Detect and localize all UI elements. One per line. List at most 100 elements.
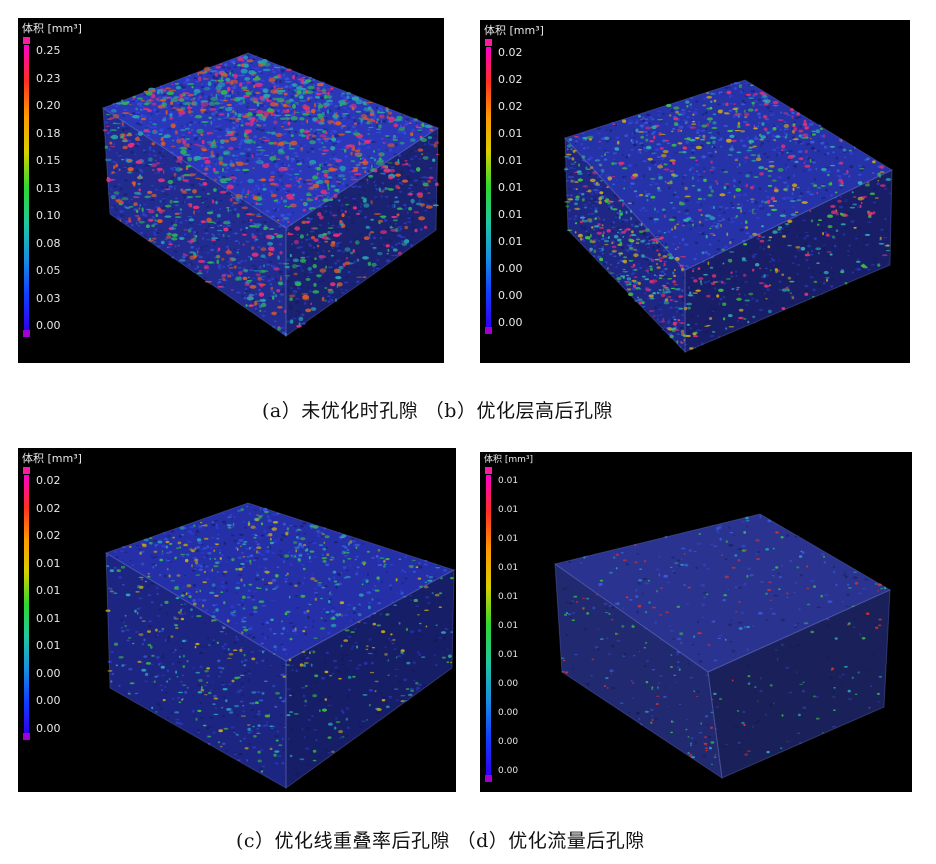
box-edge — [285, 127, 439, 337]
box-edge — [101, 52, 440, 229]
box-left-face — [555, 564, 722, 778]
legend-body: 0.25 0.23 0.20 0.18 0.15 0.13 0.10 0.08 0.05 0.03… — [22, 35, 82, 337]
pore-clusters-left — [105, 554, 286, 773]
legend-c: 体积 [mm³] 0.02 0.02 0.02 0.01 0.01 0.01 0.01 0.0… — [22, 452, 82, 740]
box-right-face — [708, 590, 890, 778]
legend-body: 0.02 0.02 0.02 0.01 0.01 0.01 0.01 0.01 0.00 0.00… — [484, 37, 544, 334]
colorbar-top-cap — [485, 467, 492, 474]
pore-clusters-left — [102, 113, 290, 337]
box-edge — [285, 569, 455, 789]
box-top-texture — [114, 504, 448, 656]
legend-tick-label: 0.20 — [36, 99, 61, 112]
legend-tick-label: 0.02 — [498, 100, 523, 113]
legend-tick-label: 0.00 — [498, 766, 519, 776]
colorbar-bottom-cap — [485, 327, 492, 334]
legend-tick-label: 0.18 — [36, 126, 61, 140]
pore-volume-render-b — [564, 79, 894, 354]
legend-tick-label: 0.01 — [36, 556, 61, 570]
legend-tick-label: 0.00 — [498, 708, 519, 718]
panel-b: 体积 [mm³] 0.02 0.02 0.02 0.01 0.01 0.01 0.01 0.0… — [480, 20, 910, 363]
legend-tick-label: 0.00 — [498, 737, 519, 747]
legend-tick-label: 0.01 — [498, 181, 523, 194]
legend-tick-label: 0.01 — [498, 208, 523, 221]
box-edge — [564, 136, 686, 354]
box-top-texture — [561, 515, 869, 663]
pore-clusters-top — [129, 508, 441, 648]
colorbar-top-cap — [23, 467, 30, 474]
pore-volume-render-d — [553, 513, 892, 780]
box-edge — [105, 552, 287, 789]
legend-tick-label: 0.02 — [36, 529, 61, 542]
pore-clusters-top — [110, 55, 434, 223]
colorbar — [24, 475, 29, 733]
legend-body: 0.02 0.02 0.02 0.01 0.01 0.01 0.01 0.00 0.00 0.00 — [22, 465, 82, 740]
legend-tick-label: 0.01 — [498, 621, 519, 631]
caption-top: (a）未优化时孔隙 （b）优化层高后孔隙 — [262, 400, 613, 422]
colorbar-bottom-cap — [23, 732, 30, 740]
box-edge — [553, 513, 892, 673]
pore-clusters-left — [560, 593, 717, 765]
legend-tick-label: 0.01 — [498, 592, 519, 602]
box-edge — [684, 169, 893, 353]
legend-tick-label: 0.15 — [36, 154, 61, 167]
legend-tick-label: 0.02 — [36, 474, 61, 487]
legend-tick-label: 0.00 — [498, 262, 523, 275]
pore-volume-render-a — [101, 52, 440, 337]
colorbar — [24, 45, 29, 330]
legend-tick-label: 0.01 — [498, 127, 523, 140]
pore-volume-render-c — [104, 502, 456, 789]
legend-tick-label: 0.00 — [36, 319, 61, 332]
legend-tick-label: 0.00 — [498, 316, 523, 329]
colorbar-top-cap — [23, 37, 30, 44]
box-right-face — [286, 128, 438, 336]
legend-tick-label: 0.01 — [498, 505, 519, 515]
legend-title: 体积 [mm³] — [484, 455, 534, 465]
box-top-face — [106, 503, 454, 661]
box-right-face — [685, 170, 892, 352]
legend-tick-label: 0.05 — [36, 264, 61, 277]
box-edge — [707, 589, 891, 779]
box-right-face — [286, 570, 454, 788]
legend-tick-label: 0.01 — [36, 611, 61, 625]
box-right-texture — [286, 585, 453, 777]
legend-tick-label: 0.23 — [36, 71, 61, 85]
legend-title: 体积 [mm³] — [22, 452, 82, 465]
caption-bottom: (c）优化线重叠率后孔隙 （d）优化流量后孔隙 — [236, 830, 645, 852]
legend-tick-label: 0.01 — [498, 154, 523, 167]
box-left-face — [565, 138, 685, 352]
legend-tick-label: 0.01 — [498, 650, 519, 660]
pore-clusters-top — [583, 516, 887, 646]
colorbar-bottom-cap — [23, 330, 30, 337]
legend-tick-label: 0.13 — [36, 181, 61, 195]
pore-clusters-top — [568, 84, 885, 267]
box-edge — [102, 107, 287, 337]
legend-b: 体积 [mm³] 0.02 0.02 0.02 0.01 0.01 0.01 0.01 0.0… — [484, 24, 544, 334]
legend-tick-label: 0.01 — [498, 235, 523, 248]
panel-a: 体积 [mm³] 0.25 0.23 0.20 0.18 0.15 0.13 0.10 0.0… — [18, 18, 444, 363]
colorbar-bottom-cap — [485, 775, 492, 782]
legend-tick-label: 0.01 — [36, 639, 61, 652]
box-edge — [554, 562, 723, 780]
legend-tick-label: 0.10 — [36, 209, 61, 222]
pore-clusters-right — [683, 174, 892, 350]
box-left-face — [106, 553, 286, 788]
legend-tick-label: 0.01 — [498, 563, 519, 573]
legend-d: 体积 [mm³] 0.01 0.01 0.01 0.01 0.01 0.01 0.01 0.0… — [484, 454, 534, 782]
legend-tick-label: 0.00 — [36, 694, 61, 707]
panel-d: 体积 [mm³] 0.01 0.01 0.01 0.01 0.01 0.01 0.01 0.0… — [480, 452, 912, 792]
legend-tick-label: 0.08 — [36, 236, 61, 250]
legend-body: 0.01 0.01 0.01 0.01 0.01 0.01 0.01 0.00 0.00 0.00… — [484, 467, 533, 782]
legend-tick-label: 0.00 — [36, 721, 61, 735]
panel-c: 体积 [mm³] 0.02 0.02 0.02 0.01 0.01 0.01 0.01 0.0… — [18, 448, 456, 792]
legend-tick-label: 0.00 — [498, 679, 519, 689]
legend-a: 体积 [mm³] 0.25 0.23 0.20 0.18 0.15 0.13 0.10 0.0… — [22, 22, 82, 337]
legend-tick-label: 0.02 — [498, 46, 523, 59]
legend-tick-label: 0.02 — [36, 501, 61, 515]
legend-tick-label: 0.01 — [498, 476, 519, 486]
legend-tick-label: 0.02 — [498, 73, 523, 86]
box-left-texture — [562, 586, 712, 757]
pore-clusters-left — [564, 144, 687, 344]
pore-clusters-right — [286, 577, 454, 762]
legend-tick-label: 0.25 — [36, 44, 61, 57]
legend-tick-label: 0.03 — [36, 291, 61, 305]
